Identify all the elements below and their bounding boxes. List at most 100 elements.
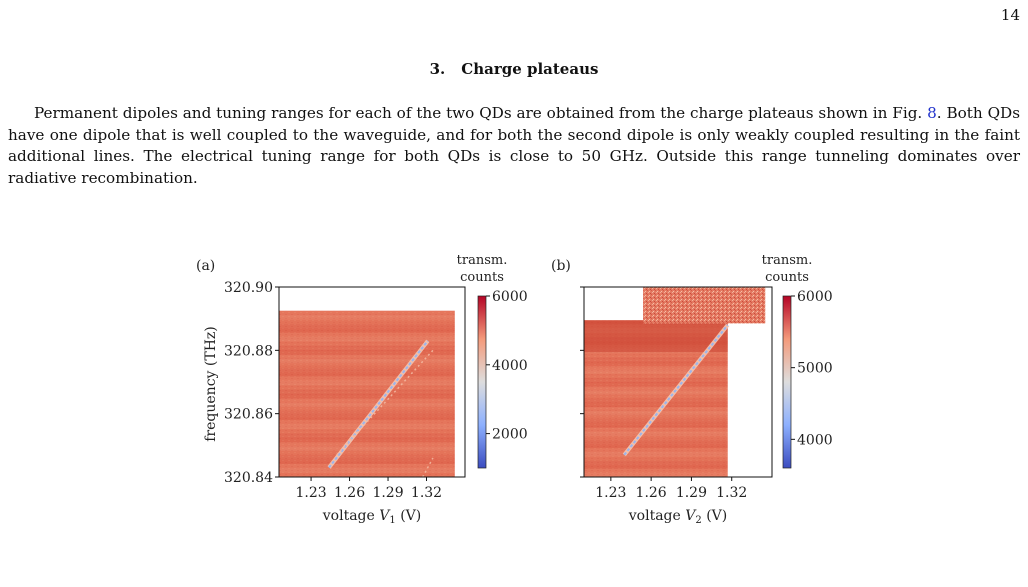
heatmap-band xyxy=(279,345,455,351)
colorbar-tick-label: 2000 xyxy=(492,427,528,443)
heatmap-band xyxy=(584,349,728,354)
heatmap-band xyxy=(584,419,728,424)
y-tick-label: 320.84 xyxy=(224,470,273,486)
heatmap-band xyxy=(279,380,455,386)
heatmap-band xyxy=(584,460,728,465)
colorbar-tick-label: 4000 xyxy=(797,432,833,448)
heatmap-band xyxy=(584,340,728,346)
heatmap-band xyxy=(584,415,728,420)
x-tick-label: 1.29 xyxy=(676,485,707,501)
x-tick-label: 1.23 xyxy=(595,485,626,501)
heatmap-band xyxy=(279,398,455,403)
panel-a-colorbar-label-1: transm. xyxy=(457,253,508,268)
heatmap-band xyxy=(584,324,728,329)
heatmap-band xyxy=(279,468,455,473)
heatmap-band xyxy=(279,328,455,333)
heatmap-band xyxy=(584,423,728,428)
resonance-line-halo xyxy=(622,323,730,457)
heatmap-band xyxy=(584,468,728,474)
panel-b-colorbar-gradient xyxy=(782,295,792,469)
panel-a-x-ticks: 1.23 1.26 1.29 1.32 xyxy=(295,477,442,501)
heatmap-band xyxy=(584,386,728,391)
panel-a-x-axis-label: voltage V1 (V) xyxy=(322,508,421,526)
heatmap-band xyxy=(279,385,455,390)
heatmap-band xyxy=(584,328,728,333)
x-tick-label: 1.26 xyxy=(334,485,365,501)
heatmap-band xyxy=(279,407,455,412)
heatmap-band xyxy=(584,464,728,470)
section-title: Charge plateaus xyxy=(461,60,599,78)
heatmap-band xyxy=(584,394,728,399)
heatmap-band xyxy=(279,354,455,360)
heatmap-band xyxy=(279,363,455,368)
heatmap-band xyxy=(584,398,728,404)
heatmap-band xyxy=(584,365,728,371)
panel-b-colorbar-label-2: counts xyxy=(765,270,809,285)
panel-a-frame xyxy=(278,286,466,478)
colorbar-tick-label: 4000 xyxy=(492,358,528,374)
panel-a: (a) 1.23 1.26 1.29 1.32 320.84320.86320.883… xyxy=(196,253,528,526)
panel-b-x-ticks: 1.23 1.26 1.29 1.32 xyxy=(595,477,747,501)
heatmap-band xyxy=(279,463,455,469)
heatmap-band xyxy=(279,341,455,347)
heatmap-band xyxy=(584,472,728,478)
x-tick-label: 1.26 xyxy=(636,485,667,501)
heatmap-band xyxy=(279,428,455,434)
colorbar-tick-label: 6000 xyxy=(797,289,833,305)
heatmap-band xyxy=(279,372,455,377)
heatmap-band xyxy=(279,402,455,408)
heatmap-band xyxy=(279,459,455,465)
resonance-line-halo xyxy=(327,339,430,469)
panel-b-colorbar-ticks: 4000 5000 6000 xyxy=(791,289,833,448)
panel-b-frame xyxy=(583,286,773,478)
heatmap-band xyxy=(279,424,455,430)
heatmap-background xyxy=(279,310,455,477)
y-tick-label: 320.90 xyxy=(224,280,273,296)
heatmap-band xyxy=(279,337,455,342)
panel-a-heatmap-data xyxy=(279,310,455,478)
heatmap-band xyxy=(584,427,728,432)
heatmap-band xyxy=(584,373,728,379)
y-tick-label: 320.86 xyxy=(224,407,273,423)
heatmap-band xyxy=(584,345,728,350)
heatmap-band xyxy=(584,448,728,453)
panel-a-y-ticks: 320.84 320.86 320.88 320.90 xyxy=(224,280,279,486)
heatmap-band xyxy=(584,353,728,358)
heatmap-band xyxy=(584,361,728,366)
heatmap-band xyxy=(584,444,728,449)
heatmap-band xyxy=(279,332,455,338)
section-heading: 3. Charge plateaus xyxy=(0,60,1028,78)
figure-reference-link[interactable]: 8 xyxy=(927,104,937,122)
heatmap-band xyxy=(279,376,455,382)
heatmap-band xyxy=(584,378,728,383)
faint-resonance-line xyxy=(336,349,434,456)
heatmap-band xyxy=(584,431,728,437)
paragraph-text-end: . Both QDs have one dipole that is well … xyxy=(8,104,1020,187)
panel-b: (b) 1.23 1.26 1.29 1.32 voltage V2 (V) tran… xyxy=(551,253,833,526)
heatmap-band xyxy=(279,420,455,425)
y-tick-label: 320.88 xyxy=(224,343,273,359)
resonance-line xyxy=(623,324,729,456)
heatmap-dark-band xyxy=(584,320,728,353)
heatmap-band xyxy=(279,455,455,460)
heatmap-band xyxy=(279,350,455,355)
heatmap-band xyxy=(279,411,455,417)
heatmap-band xyxy=(584,406,728,412)
panel-b-colorbar: transm. counts 4000 5000 6000 xyxy=(762,253,833,469)
heatmap-band xyxy=(279,310,455,316)
heatmap-background xyxy=(584,320,728,477)
x-tick-label: 1.23 xyxy=(295,485,326,501)
page-number: 14 xyxy=(1000,6,1020,24)
panel-label-b: (b) xyxy=(551,258,571,274)
faint-resonance-line xyxy=(422,457,434,478)
x-tick-label: 1.32 xyxy=(716,485,747,501)
heatmap-band xyxy=(584,357,728,362)
panel-a-colorbar-label-2: counts xyxy=(460,270,504,285)
panel-a-y-axis-label: frequency (THz) xyxy=(203,326,219,442)
heatmap-band xyxy=(584,320,728,325)
heatmap-band xyxy=(279,389,455,395)
heatmap-band xyxy=(279,437,455,443)
panel-b-colorbar-label-1: transm. xyxy=(762,253,813,268)
